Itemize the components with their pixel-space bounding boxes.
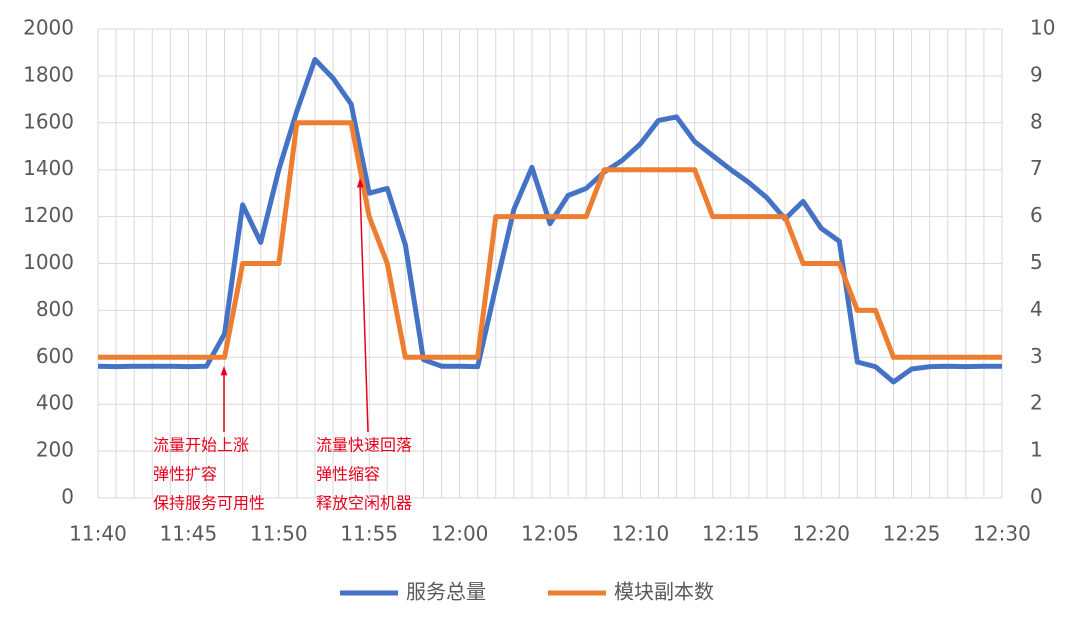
x-tick-label: 11:40	[69, 522, 127, 546]
series-line	[97, 56, 1002, 385]
y2-tick-label: 6	[1030, 203, 1043, 227]
y-tick-label: 400	[36, 391, 74, 415]
y-tick-label: 1400	[23, 156, 74, 180]
annotation-text: 流量快速回落	[316, 436, 412, 455]
x-tick-label: 12:25	[883, 522, 941, 546]
x-tick-label: 12:10	[612, 522, 670, 546]
y2-tick-label: 3	[1030, 344, 1043, 368]
series-line	[98, 120, 1002, 360]
x-tick-label: 12:00	[431, 522, 489, 546]
y2-tick-label: 9	[1030, 62, 1043, 86]
y2-tick-label: 10	[1030, 16, 1055, 40]
annotation-arrow	[359, 185, 369, 433]
x-tick-label: 11:55	[340, 522, 398, 546]
annotation-arrowhead	[220, 366, 228, 376]
y2-tick-label: 5	[1030, 250, 1043, 274]
annotation-text: 保持服务可用性	[153, 494, 265, 513]
y-tick-label: 800	[36, 297, 74, 321]
x-tick-label: 12:30	[973, 522, 1031, 546]
x-tick-label: 11:50	[250, 522, 308, 546]
x-tick-label: 12:05	[521, 522, 579, 546]
y2-tick-label: 0	[1030, 485, 1043, 509]
annotation-text: 弹性扩容	[153, 465, 217, 484]
y-tick-label: 1600	[23, 109, 74, 133]
y-tick-label: 200	[36, 438, 74, 462]
x-tick-label: 11:45	[160, 522, 218, 546]
y-tick-label: 1000	[23, 250, 74, 274]
legend-label: 服务总量	[406, 580, 486, 604]
y2-tick-label: 7	[1030, 156, 1043, 180]
y2-tick-label: 4	[1030, 297, 1043, 321]
y2-tick-label: 2	[1030, 391, 1043, 415]
annotation-arrowhead	[356, 178, 364, 188]
annotation-text: 弹性缩容	[316, 465, 380, 484]
y-tick-label: 1800	[23, 62, 74, 86]
y-tick-label: 1200	[23, 203, 74, 227]
annotation-text: 释放空闲机器	[316, 494, 412, 513]
y-tick-label: 0	[61, 485, 74, 509]
x-tick-label: 12:15	[702, 522, 760, 546]
x-tick-label: 12:20	[792, 522, 850, 546]
y2-tick-label: 8	[1030, 109, 1043, 133]
legend-label: 模块副本数	[614, 580, 714, 604]
annotation-text: 流量开始上涨	[153, 436, 249, 455]
y-tick-label: 2000	[23, 16, 74, 40]
y-tick-label: 600	[36, 344, 74, 368]
y2-tick-label: 1	[1030, 438, 1043, 462]
